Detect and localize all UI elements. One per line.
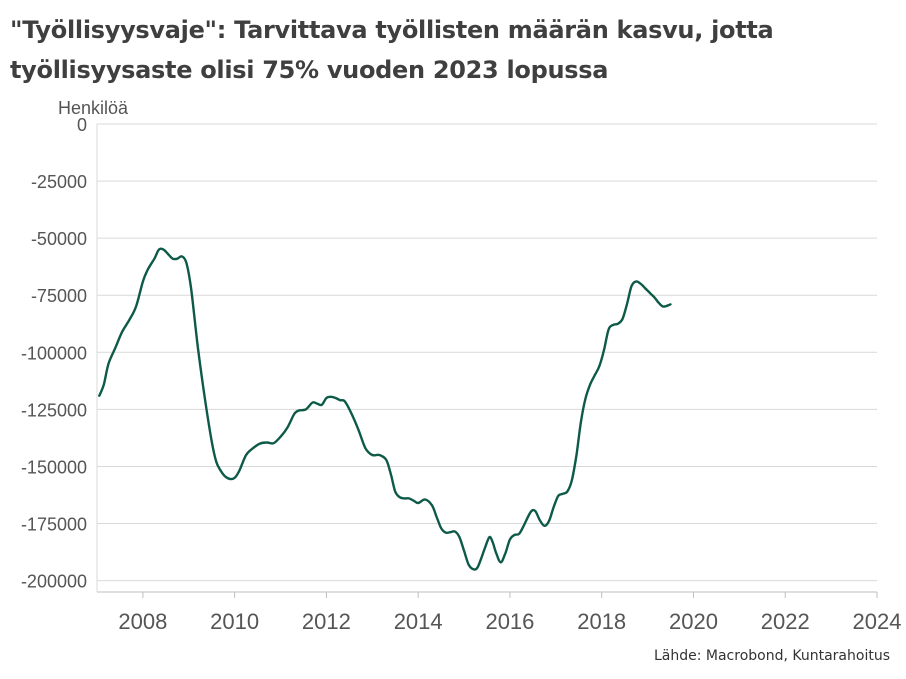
y-tick-label: 0 <box>77 115 87 135</box>
y-tick-label: -100000 <box>21 343 87 363</box>
x-tick-label: 2024 <box>853 609 902 634</box>
x-tick-label: 2016 <box>485 609 534 634</box>
y-axis-label: Henkilöä <box>58 98 129 118</box>
y-tick-label: -50000 <box>31 229 87 249</box>
x-tick-label: 2010 <box>210 609 259 634</box>
series-line <box>98 247 672 571</box>
y-tick-label: -175000 <box>21 515 87 535</box>
y-tick-label: -25000 <box>31 172 87 192</box>
x-axis-ticks: 2008 2010 2012 2014 2016 2018 2020 2022 2024 <box>118 592 901 634</box>
y-axis-ticks: 0 -25000 -50000 -75000 -100000 -125000 -150000… <box>21 115 87 592</box>
y-tick-label: -150000 <box>21 457 87 477</box>
chart-title-line-2: työllisyysaste olisi 75% vuoden 2023 lop… <box>10 56 609 84</box>
x-tick-label: 2012 <box>302 609 351 634</box>
y-tick-label: -200000 <box>21 572 87 592</box>
chart-title: "Työllisyysvaje": Tarvittava työllisten … <box>10 10 890 90</box>
gridlines <box>97 123 877 582</box>
y-tick-label: -75000 <box>31 286 87 306</box>
x-tick-label: 2018 <box>577 609 626 634</box>
x-tick-label: 2008 <box>118 609 167 634</box>
x-tick-label: 2020 <box>669 609 718 634</box>
source-note: Lähde: Macrobond, Kuntarahoitus <box>653 648 890 664</box>
chart-title-line-1: "Työllisyysvaje": Tarvittava työllisten … <box>10 16 774 44</box>
x-tick-label: 2014 <box>394 609 443 634</box>
x-tick-label: 2022 <box>761 609 810 634</box>
y-tick-label: -125000 <box>21 400 87 420</box>
